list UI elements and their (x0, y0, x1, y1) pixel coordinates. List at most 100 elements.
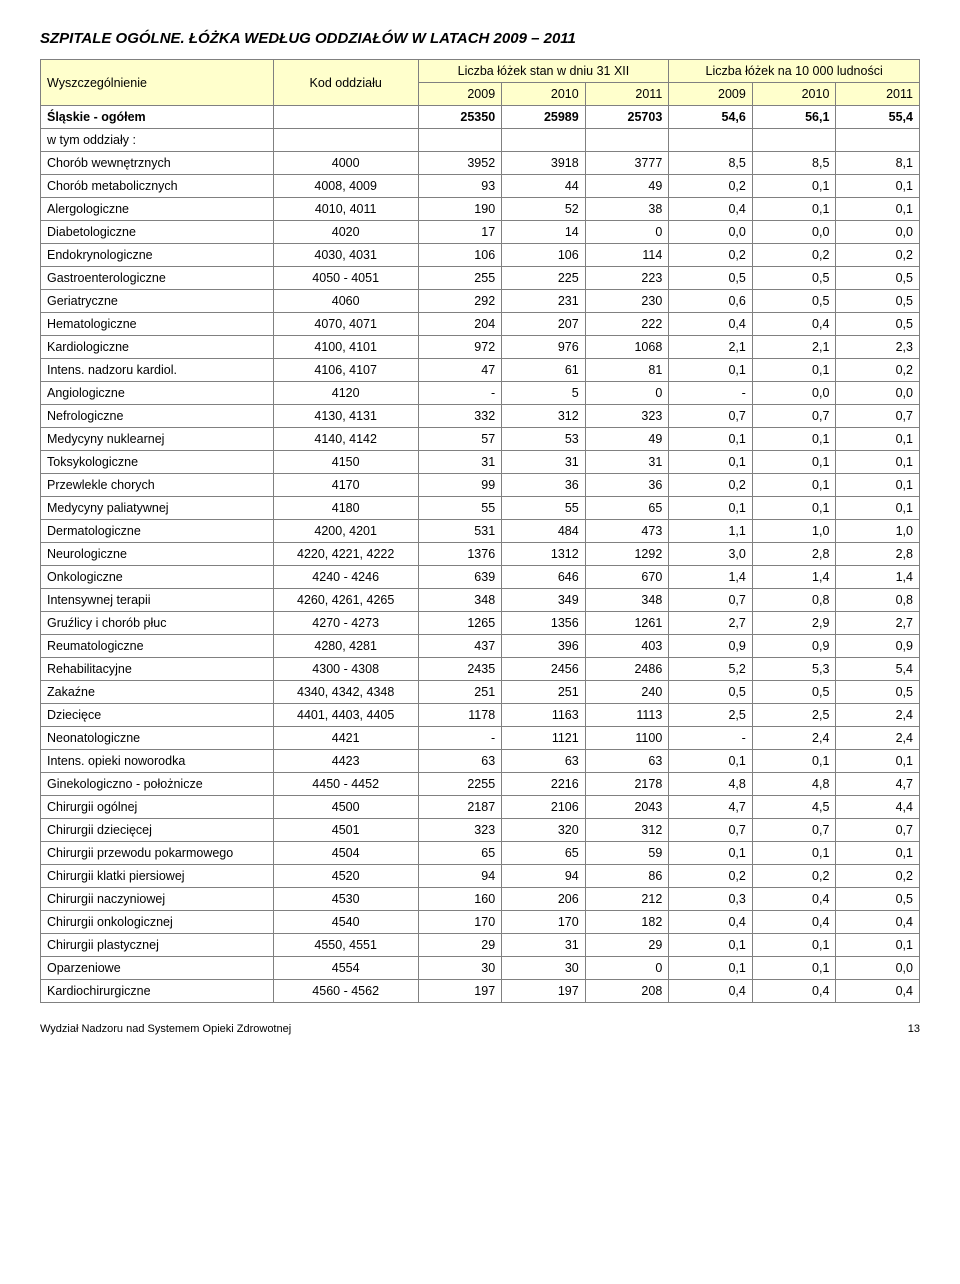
cell-value: 1,4 (836, 566, 920, 589)
th-2009-b: 2009 (669, 83, 753, 106)
cell-value: 1,1 (669, 520, 753, 543)
cell-value: 190 (418, 198, 502, 221)
cell-name: Chirurgii przewodu pokarmowego (41, 842, 274, 865)
cell-value: 2486 (585, 658, 669, 681)
cell-name: Ginekologiczno - położnicze (41, 773, 274, 796)
cell-name: Medycyny paliatywnej (41, 497, 274, 520)
cell-name: Przewlekle chorych (41, 474, 274, 497)
cell-value: 5 (502, 382, 586, 405)
cell-value: 0,1 (752, 934, 836, 957)
cell-name: Dermatologiczne (41, 520, 274, 543)
cell-code: 4140, 4142 (273, 428, 418, 451)
cell-name: Intens. opieki noworodka (41, 750, 274, 773)
cell-name: Gruźlicy i chorób płuc (41, 612, 274, 635)
footer-right: 13 (908, 1023, 920, 1035)
cell-value: 251 (502, 681, 586, 704)
cell-value: 2216 (502, 773, 586, 796)
cell-code: 4540 (273, 911, 418, 934)
cell-name: Chirurgii ogólnej (41, 796, 274, 819)
page-footer: Wydział Nadzoru nad Systemem Opieki Zdro… (40, 1023, 920, 1035)
cell-name: Medycyny nuklearnej (41, 428, 274, 451)
cell-value: 1,4 (669, 566, 753, 589)
cell-value: 197 (502, 980, 586, 1003)
cell-value: 36 (585, 474, 669, 497)
cell-value: 31 (418, 451, 502, 474)
table-row: Intens. opieki noworodka44236363630,10,1… (41, 750, 920, 773)
table-row: Dziecięce4401, 4403, 44051178116311132,5… (41, 704, 920, 727)
cell-value: 31 (585, 451, 669, 474)
table-row: w tym oddziały : (41, 129, 920, 152)
cell-value: 0,1 (752, 750, 836, 773)
cell-value: 5,2 (669, 658, 753, 681)
cell-value: 99 (418, 474, 502, 497)
cell-value: 0,1 (669, 497, 753, 520)
cell-value: 0,2 (669, 244, 753, 267)
cell-value: 4,5 (752, 796, 836, 819)
cell-value: 231 (502, 290, 586, 313)
cell-value: 2106 (502, 796, 586, 819)
cell-name: Hematologiczne (41, 313, 274, 336)
cell-value: 14 (502, 221, 586, 244)
cell-name: Angiologiczne (41, 382, 274, 405)
cell-value: 222 (585, 313, 669, 336)
cell-value: 292 (418, 290, 502, 313)
cell-value: 0,7 (752, 405, 836, 428)
footer-left: Wydział Nadzoru nad Systemem Opieki Zdro… (40, 1023, 291, 1035)
cell-value: 4,4 (836, 796, 920, 819)
cell-value: 1068 (585, 336, 669, 359)
cell-code: 4150 (273, 451, 418, 474)
cell-value: 2,4 (836, 727, 920, 750)
cell-value: 2,7 (669, 612, 753, 635)
cell-value: 30 (502, 957, 586, 980)
cell-value: 0,5 (836, 888, 920, 911)
cell-value: 81 (585, 359, 669, 382)
cell-value: 0,1 (836, 175, 920, 198)
cell-value: 204 (418, 313, 502, 336)
table-row: Gastroenterologiczne4050 - 4051255225223… (41, 267, 920, 290)
cell-value: 0,1 (752, 451, 836, 474)
cell-value: 0,2 (752, 865, 836, 888)
table-row: Kardiologiczne4100, 410197297610682,12,1… (41, 336, 920, 359)
th-2011-b: 2011 (836, 83, 920, 106)
cell-value: 0,2 (669, 175, 753, 198)
cell-value: 0,9 (669, 635, 753, 658)
cell-code: 4530 (273, 888, 418, 911)
cell-value: 403 (585, 635, 669, 658)
cell-value: 106 (418, 244, 502, 267)
cell-name: Chirurgii naczyniowej (41, 888, 274, 911)
cell-value: 251 (418, 681, 502, 704)
table-body: Śląskie - ogółem25350259892570354,656,15… (41, 106, 920, 1003)
cell-value: 0,2 (752, 244, 836, 267)
cell-value: 0,1 (752, 428, 836, 451)
cell-value: 208 (585, 980, 669, 1003)
cell-code: 4170 (273, 474, 418, 497)
cell-value: 56,1 (752, 106, 836, 129)
cell-value: 1356 (502, 612, 586, 635)
cell-code: 4106, 4107 (273, 359, 418, 382)
cell-code: 4520 (273, 865, 418, 888)
cell-name: w tym oddziały : (41, 129, 274, 152)
cell-value: 4,8 (752, 773, 836, 796)
cell-value: 5,4 (836, 658, 920, 681)
cell-code: 4500 (273, 796, 418, 819)
cell-value: 197 (418, 980, 502, 1003)
cell-value: 0,0 (752, 382, 836, 405)
cell-value: 0,1 (669, 842, 753, 865)
cell-value: 2,3 (836, 336, 920, 359)
cell-value: 0,7 (669, 405, 753, 428)
cell-value: 17 (418, 221, 502, 244)
cell-value: 3952 (418, 152, 502, 175)
table-row: Alergologiczne4010, 401119052380,40,10,1 (41, 198, 920, 221)
cell-code: 4030, 4031 (273, 244, 418, 267)
cell-value: 0,3 (669, 888, 753, 911)
cell-value: 2435 (418, 658, 502, 681)
cell-value: 0,7 (836, 405, 920, 428)
cell-code: 4100, 4101 (273, 336, 418, 359)
cell-value: 207 (502, 313, 586, 336)
cell-value: 0,1 (752, 198, 836, 221)
cell-value: 44 (502, 175, 586, 198)
cell-value: 320 (502, 819, 586, 842)
cell-value: 0,5 (752, 681, 836, 704)
table-row: Intens. nadzoru kardiol.4106, 4107476181… (41, 359, 920, 382)
cell-name: Dziecięce (41, 704, 274, 727)
